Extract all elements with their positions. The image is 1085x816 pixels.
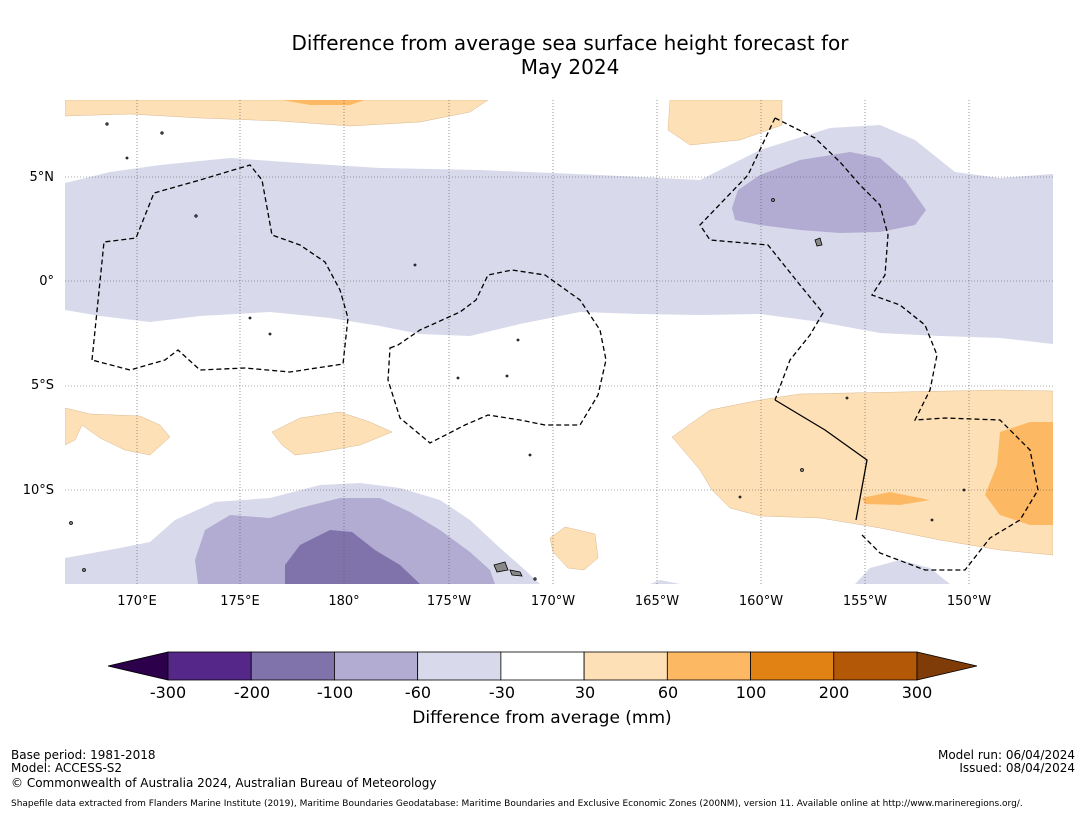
boundary-solid	[774, 399, 868, 521]
lon-label-180: 180°	[328, 594, 360, 609]
lat-label-5n: 5°N	[29, 170, 55, 185]
cbar-tick-30: 30	[574, 683, 596, 702]
lon-label-175e: 175°E	[220, 594, 260, 609]
cbar-segment-0	[167, 651, 252, 681]
cbar-segment-3	[417, 651, 502, 681]
south-negative-core	[285, 530, 420, 584]
footer-left: Base period: 1981-2018 Model: ACCESS-S2 …	[11, 749, 436, 790]
cbar-extend-high	[916, 651, 978, 681]
orange-patch-north	[667, 100, 783, 146]
copyright: © Commonwealth of Australia 2024, Austra…	[11, 776, 437, 790]
base-period: Base period: 1981-2018	[11, 748, 156, 762]
sea-height-map	[65, 100, 1053, 584]
east-positive-strong	[985, 422, 1053, 525]
cbar-tick-neg100: -100	[316, 683, 354, 702]
lon-label-165w: 165°W	[634, 594, 680, 609]
cbar-segment-6	[666, 651, 751, 681]
cbar-segment-8	[833, 651, 918, 681]
chart-title: Difference from average sea surface heig…	[0, 31, 1085, 79]
cbar-tick-200: 200	[818, 683, 850, 702]
colorbar	[107, 651, 978, 681]
cbar-segment-4	[500, 651, 585, 681]
lat-label-10s: 10°S	[22, 483, 54, 498]
lon-label-150w: 150°W	[946, 594, 992, 609]
top-orange-region	[65, 100, 489, 127]
issued-date: Issued: 08/04/2024	[959, 761, 1075, 775]
lat-label-0: 0°	[39, 274, 54, 289]
lon-label-160w: 160°W	[738, 594, 784, 609]
cbar-extend-low	[107, 651, 169, 681]
cbar-tick-neg60: -60	[404, 683, 432, 702]
lon-label-170w: 170°W	[530, 594, 576, 609]
cbar-tick-neg30: -30	[488, 683, 516, 702]
cbar-tick-neg300: -300	[149, 683, 187, 702]
orange-patch-west	[65, 407, 171, 456]
cbar-segment-1	[250, 651, 335, 681]
eez-boundaries	[91, 117, 1039, 571]
cbar-segment-5	[583, 651, 668, 681]
shapefile-credit: Shapefile data extracted from Flanders M…	[11, 799, 1023, 809]
cbar-tick-100: 100	[735, 683, 767, 702]
cbar-tick-300: 300	[901, 683, 933, 702]
cbar-tick-neg200: -200	[233, 683, 271, 702]
footer-right: Model run: 06/04/2024 Issued: 08/04/2024	[938, 749, 1075, 775]
south-negative-tiny	[650, 580, 680, 584]
colorbar-title: Difference from average (mm)	[412, 708, 672, 728]
south-negative-small	[855, 560, 950, 584]
title-line-2: May 2024	[520, 55, 620, 79]
model-name: Model: ACCESS-S2	[11, 761, 123, 775]
lon-label-170e: 170°E	[117, 594, 157, 609]
east-positive-region	[671, 389, 1053, 556]
lon-label-175w: 175°W	[426, 594, 472, 609]
model-run: Model run: 06/04/2024	[937, 748, 1075, 762]
east-positive-streak	[862, 492, 930, 505]
orange-patch-central	[271, 411, 393, 456]
islands	[69, 122, 966, 581]
cbar-segment-7	[750, 651, 835, 681]
cbar-segment-2	[334, 651, 419, 681]
cbar-tick-60: 60	[657, 683, 679, 702]
orange-patch-south	[549, 526, 599, 571]
equatorial-strong-negative	[732, 152, 926, 233]
title-line-1: Difference from average sea surface heig…	[291, 31, 849, 55]
lon-label-155w: 155°W	[842, 594, 888, 609]
lat-label-5s: 5°S	[30, 378, 54, 393]
